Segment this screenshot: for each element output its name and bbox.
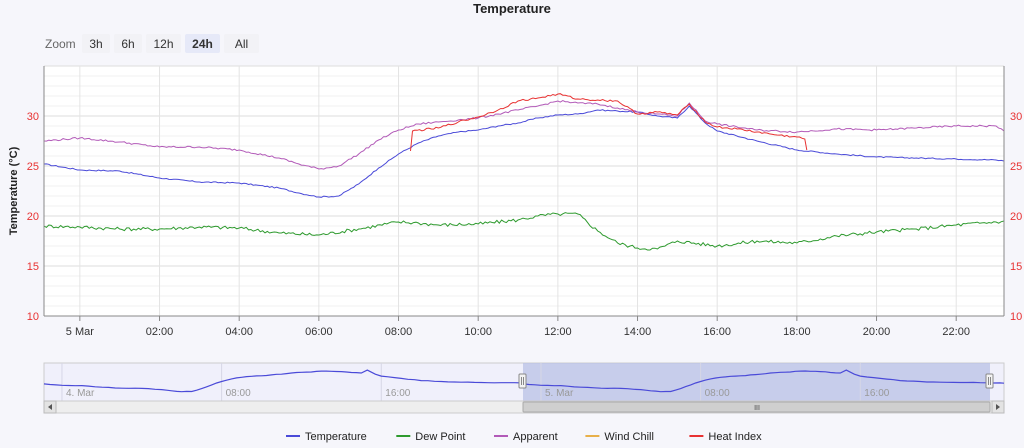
y-tick-label-left: 15 <box>27 261 39 273</box>
navigator-labels: 4. Mar 08:00 16:00 5. Mar 08:00 16:00 <box>66 388 890 399</box>
y-tick-label-left: 25 <box>27 161 39 173</box>
zoom-controls: Zoom 3h 6h 12h 24h All <box>45 34 259 53</box>
x-tick-label: 02:00 <box>146 326 174 338</box>
navigator-handle-right[interactable] <box>985 373 994 389</box>
scrollbar-grip-icon: III <box>754 405 760 412</box>
legend-label: Dew Point <box>415 431 465 443</box>
zoom-button-12h[interactable]: 12h <box>146 34 181 53</box>
x-tick-label: 20:00 <box>863 326 891 338</box>
scrollbar[interactable]: III <box>43 400 1005 414</box>
legend-label: Apparent <box>513 431 558 443</box>
zoom-button-label: 12h <box>153 37 173 51</box>
series-line-temperature <box>43 105 1005 198</box>
y-tick-label-right: 10 <box>1010 311 1022 323</box>
navigator-x-label: 08:00 <box>226 388 251 399</box>
zoom-label: Zoom <box>45 37 76 51</box>
x-tick-label: 18:00 <box>783 326 811 338</box>
x-tick-label: 12:00 <box>544 326 572 338</box>
zoom-button-label: 3h <box>89 37 102 51</box>
legend: Temperature Dew Point Apparent Wind Chill He… <box>286 431 762 443</box>
y-tick-label-left: 20 <box>27 211 39 223</box>
navigator[interactable]: 4. Mar 08:00 16:00 5. Mar 08:00 16:00 <box>43 362 1005 402</box>
plot-background <box>44 66 1004 316</box>
series-line-dew-point <box>43 212 1005 251</box>
x-tick-label: 22:00 <box>942 326 970 338</box>
plot-area <box>43 65 1005 317</box>
zoom-button-label: 24h <box>192 37 213 51</box>
navigator-x-label: 4. Mar <box>66 388 95 399</box>
chart-title: Temperature <box>473 1 551 16</box>
legend-item-dew-point[interactable]: Dew Point <box>396 431 465 443</box>
x-tick-label: 08:00 <box>385 326 413 338</box>
y-tick-label-right: 20 <box>1010 211 1022 223</box>
navigator-x-label: 16:00 <box>385 388 410 399</box>
navigator-handle-left[interactable] <box>518 373 527 389</box>
scrollbar-thumb[interactable] <box>522 401 991 413</box>
legend-item-apparent[interactable]: Apparent <box>494 431 558 443</box>
y-tick-label-left: 10 <box>27 311 39 323</box>
y-tick-label-right: 25 <box>1010 161 1022 173</box>
series-line-heat-index <box>410 93 808 152</box>
zoom-button-label: 6h <box>121 37 134 51</box>
navigator-x-label: 08:00 <box>705 388 730 399</box>
x-tick-label: 16:00 <box>703 326 731 338</box>
navigator-x-label: 5. Mar <box>545 388 574 399</box>
chevron-right-icon <box>996 404 1000 410</box>
y-axis-label: Temperature (°C) <box>8 146 20 235</box>
x-tick-label: 14:00 <box>624 326 652 338</box>
navigator-x-label: 16:00 <box>864 388 889 399</box>
x-tick-label: 06:00 <box>305 326 333 338</box>
zoom-button-all[interactable]: All <box>224 34 259 53</box>
navigator-selection[interactable] <box>523 363 990 401</box>
legend-item-heat-index[interactable]: Heat Index <box>689 431 762 443</box>
series-line-apparent <box>43 100 1005 170</box>
y-tick-label-right: 15 <box>1010 261 1022 273</box>
x-tick-label: 5 Mar <box>66 326 94 338</box>
chevron-left-icon <box>48 404 52 410</box>
zoom-button-24h[interactable]: 24h <box>185 34 220 53</box>
x-tick-label: 04:00 <box>225 326 253 338</box>
legend-label: Wind Chill <box>604 431 654 443</box>
x-tick-label: 10:00 <box>464 326 492 338</box>
legend-label: Temperature <box>305 431 367 443</box>
axis-ticks: 5 Mar 02:00 04:00 06:00 08:00 10:00 12:00 14:00… <box>27 111 1023 338</box>
legend-item-temperature[interactable]: Temperature <box>286 431 367 443</box>
y-tick-label-right: 30 <box>1010 111 1022 123</box>
legend-item-wind-chill[interactable]: Wind Chill <box>585 431 654 443</box>
legend-label: Heat Index <box>708 431 762 443</box>
zoom-button-label: All <box>235 37 248 51</box>
zoom-button-6h[interactable]: 6h <box>114 34 142 53</box>
y-tick-label-left: 30 <box>27 111 39 123</box>
zoom-button-3h[interactable]: 3h <box>82 34 110 53</box>
series-layer <box>43 93 1005 251</box>
